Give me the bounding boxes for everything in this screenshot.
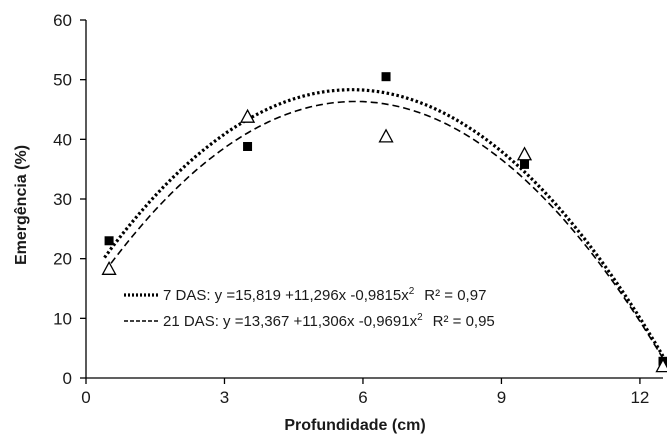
y-tick-label: 10 — [53, 309, 72, 328]
data-point-triangle — [655, 358, 667, 373]
x-tick-label: 6 — [358, 388, 367, 407]
x-axis-ticks: 0 3 6 9 12 — [81, 378, 649, 407]
trend-lines — [103, 88, 665, 359]
data-point-triangle — [239, 108, 256, 123]
x-tick-label: 12 — [630, 388, 649, 407]
data-point-triangle — [101, 260, 117, 275]
y-tick-label: 50 — [53, 71, 72, 90]
y-tick-label: 30 — [53, 190, 72, 209]
data-point-triangle — [516, 146, 533, 161]
data-point-square — [243, 141, 253, 151]
y-axis-ticks: 0 10 20 30 40 50 60 — [53, 11, 86, 388]
data-point-triangle — [378, 128, 394, 143]
y-tick-label: 20 — [53, 250, 72, 269]
legend-equation: 7 DAS: y =15,819 +11,296x -0,9815x2 R² = … — [163, 286, 486, 304]
data-point-square — [381, 72, 391, 82]
trend-line-7-das — [103, 88, 665, 358]
x-tick-label: 0 — [81, 388, 90, 407]
data-point-square — [104, 236, 114, 246]
x-tick-label: 9 — [497, 388, 506, 407]
x-tick-label: 3 — [220, 388, 229, 407]
y-axis-title: Emergência (%) — [13, 145, 30, 265]
data-point-square — [520, 159, 530, 169]
y-tick-label: 40 — [53, 130, 72, 149]
y-tick-label: 60 — [53, 11, 72, 30]
legend: 7 DAS: y =15,819 +11,296x -0,9815x2 R² = … — [124, 286, 495, 330]
y-tick-label: 0 — [63, 369, 72, 388]
x-axis-title: Profundidade (cm) — [284, 417, 425, 434]
data-points — [101, 72, 667, 373]
trend-line-21-das — [103, 100, 664, 359]
legend-equation: 21 DAS: y =13,367 +11,306x -0,9691x2 R² =… — [163, 312, 495, 330]
